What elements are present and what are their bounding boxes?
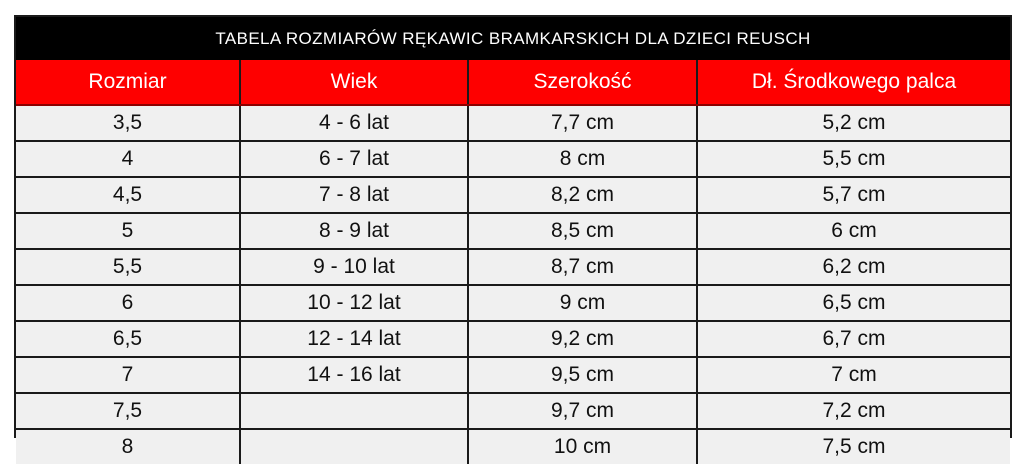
cell-size: 7 xyxy=(16,357,241,394)
cell-size: 6 xyxy=(16,285,241,322)
cell-width: 8,2 cm xyxy=(468,177,698,214)
column-header-finger: Dł. Środkowego palca xyxy=(697,60,1010,106)
cell-finger: 7,2 cm xyxy=(697,393,1010,430)
table-row: 7 14 - 16 lat 9,5 cm 7 cm xyxy=(16,357,1010,394)
column-header-row: Rozmiar Wiek Szerokość Dł. Środkowego pa… xyxy=(16,60,1010,106)
cell-age: 10 - 12 lat xyxy=(240,285,469,322)
cell-age: 12 - 14 lat xyxy=(240,321,469,358)
table-row: 7,5 9,7 cm 7,2 cm xyxy=(16,393,1010,430)
cell-width: 10 cm xyxy=(468,429,698,464)
table-row: 6,5 12 - 14 lat 9,2 cm 6,7 cm xyxy=(16,321,1010,358)
cell-size: 8 xyxy=(16,429,241,464)
size-chart-container: TABELA ROZMIARÓW RĘKAWIC BRAMKARSKICH DL… xyxy=(14,15,1012,464)
table-header: TABELA ROZMIARÓW RĘKAWIC BRAMKARSKICH DL… xyxy=(16,17,1010,106)
cell-finger: 6,7 cm xyxy=(697,321,1010,358)
cell-age: 6 - 7 lat xyxy=(240,141,469,178)
cell-finger: 5,5 cm xyxy=(697,141,1010,178)
table-row: 3,5 4 - 6 lat 7,7 cm 5,2 cm xyxy=(16,105,1010,142)
column-header-size: Rozmiar xyxy=(16,60,241,106)
glove-size-table: TABELA ROZMIARÓW RĘKAWIC BRAMKARSKICH DL… xyxy=(16,17,1010,464)
cell-size: 3,5 xyxy=(16,105,241,142)
cell-width: 7,7 cm xyxy=(468,105,698,142)
cell-finger: 5,2 cm xyxy=(697,105,1010,142)
cell-finger: 5,7 cm xyxy=(697,177,1010,214)
table-title-row: TABELA ROZMIARÓW RĘKAWIC BRAMKARSKICH DL… xyxy=(16,17,1010,60)
cell-age: 14 - 16 lat xyxy=(240,357,469,394)
cell-age: 9 - 10 lat xyxy=(240,249,469,286)
cell-width: 8 cm xyxy=(468,141,698,178)
cell-finger: 6 cm xyxy=(697,213,1010,250)
table-row: 6 10 - 12 lat 9 cm 6,5 cm xyxy=(16,285,1010,322)
table-body: 3,5 4 - 6 lat 7,7 cm 5,2 cm 4 6 - 7 lat 8 cm 5,… xyxy=(16,105,1010,464)
cell-size: 6,5 xyxy=(16,321,241,358)
cell-size: 7,5 xyxy=(16,393,241,430)
cell-size: 4 xyxy=(16,141,241,178)
cell-size: 5,5 xyxy=(16,249,241,286)
table-row: 4,5 7 - 8 lat 8,2 cm 5,7 cm xyxy=(16,177,1010,214)
cell-size: 5 xyxy=(16,213,241,250)
cell-width: 9 cm xyxy=(468,285,698,322)
cell-width: 9,5 cm xyxy=(468,357,698,394)
table-row: 5,5 9 - 10 lat 8,7 cm 6,2 cm xyxy=(16,249,1010,286)
table-row: 8 10 cm 7,5 cm xyxy=(16,429,1010,464)
cell-finger: 6,5 cm xyxy=(697,285,1010,322)
cell-width: 9,2 cm xyxy=(468,321,698,358)
cell-size: 4,5 xyxy=(16,177,241,214)
cell-age: 8 - 9 lat xyxy=(240,213,469,250)
cell-age xyxy=(240,393,469,430)
column-header-width: Szerokość xyxy=(468,60,698,106)
cell-finger: 7,5 cm xyxy=(697,429,1010,464)
cell-age: 4 - 6 lat xyxy=(240,105,469,142)
cell-finger: 7 cm xyxy=(697,357,1010,394)
cell-finger: 6,2 cm xyxy=(697,249,1010,286)
column-header-age: Wiek xyxy=(240,60,469,106)
table-title: TABELA ROZMIARÓW RĘKAWIC BRAMKARSKICH DL… xyxy=(16,17,1010,60)
cell-width: 8,5 cm xyxy=(468,213,698,250)
cell-age: 7 - 8 lat xyxy=(240,177,469,214)
cell-width: 8,7 cm xyxy=(468,249,698,286)
cell-width: 9,7 cm xyxy=(468,393,698,430)
cell-age xyxy=(240,429,469,464)
